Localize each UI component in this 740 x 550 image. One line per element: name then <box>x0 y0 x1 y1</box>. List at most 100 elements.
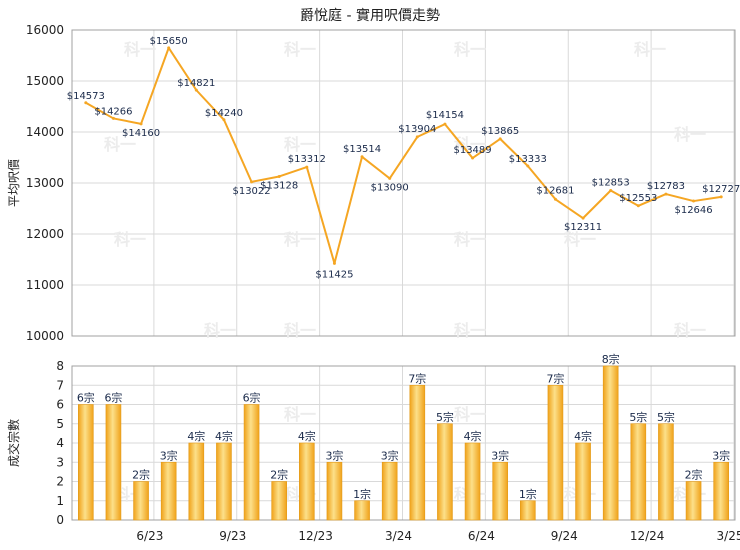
watermark: 科一 <box>284 405 316 424</box>
volume-y-tick-label: 1 <box>56 494 64 508</box>
price-y-tick-label: 10000 <box>26 329 64 343</box>
volume-data-label: 2宗 <box>132 468 150 482</box>
volume-bar <box>464 442 481 521</box>
volume-bar <box>437 423 453 521</box>
chart-title: 爵悅庭 - 實用呎價走勢 <box>300 7 440 24</box>
price-data-label: $14573 <box>67 91 105 102</box>
x-tick-label: 9/23 <box>219 529 246 543</box>
price-data-label: $12853 <box>592 177 630 188</box>
price-point <box>471 156 475 160</box>
price-data-label: $13333 <box>509 154 547 165</box>
volume-bar <box>188 442 205 521</box>
price-point <box>581 216 585 220</box>
volume-bar <box>520 500 536 521</box>
volume-data-label: 1宗 <box>519 487 537 501</box>
price-point <box>526 164 530 168</box>
price-data-label: $13312 <box>288 154 326 165</box>
volume-y-tick-label: 6 <box>56 398 64 412</box>
price-point <box>360 155 364 159</box>
volume-data-label: 4宗 <box>574 429 592 443</box>
price-point <box>636 204 640 208</box>
volume-bar <box>326 461 343 521</box>
volume-bar <box>354 500 370 521</box>
volume-bar <box>133 481 149 521</box>
price-point <box>609 188 613 192</box>
price-point <box>443 122 447 126</box>
volume-bar-panel: 012345678科一科一科一科一科一科一科一成交宗數6宗6宗2宗3宗4宗4宗6… <box>6 352 740 543</box>
volume-data-label: 2宗 <box>270 468 288 482</box>
volume-bar <box>78 404 94 521</box>
price-plot-frame <box>71 29 736 337</box>
price-data-label: $14821 <box>177 78 215 89</box>
volume-y-tick-label: 5 <box>56 417 64 431</box>
watermark: 科一 <box>114 230 146 249</box>
watermark: 科一 <box>284 230 316 249</box>
x-tick-label: 6/23 <box>136 529 163 543</box>
volume-data-label: 2宗 <box>685 468 703 482</box>
x-tick-label: 3/25 <box>717 529 740 543</box>
volume-y-tick-label: 0 <box>56 513 64 527</box>
price-data-label: $12727 <box>702 184 740 195</box>
price-y-axis-title: 平均呎價 <box>7 159 21 207</box>
price-data-label: $12783 <box>647 181 685 192</box>
watermark: 科一 <box>284 135 316 154</box>
price-data-label: $13865 <box>481 126 519 137</box>
price-point <box>222 118 226 122</box>
volume-data-label: 6宗 <box>104 391 122 405</box>
price-point <box>139 122 143 126</box>
volume-bar <box>299 442 315 521</box>
volume-bar <box>105 404 122 521</box>
volume-bar <box>575 442 591 521</box>
price-point <box>415 135 419 139</box>
volume-bar <box>409 384 426 521</box>
volume-bar <box>381 461 398 521</box>
volume-bar <box>160 461 177 521</box>
price-point <box>388 176 392 180</box>
price-point <box>194 88 198 92</box>
price-data-label: $14160 <box>122 128 160 139</box>
price-data-label: $12681 <box>536 185 574 196</box>
price-point <box>305 165 309 169</box>
price-point <box>719 195 723 199</box>
volume-data-label: 5宗 <box>657 410 675 424</box>
watermark: 科一 <box>284 321 316 340</box>
volume-data-label: 6宗 <box>243 391 261 405</box>
price-data-label: $14154 <box>426 110 464 121</box>
price-point <box>111 116 115 120</box>
price-point <box>664 192 668 196</box>
price-point <box>553 197 557 201</box>
price-data-label: $11425 <box>315 269 353 280</box>
watermark: 科一 <box>104 135 136 154</box>
volume-y-tick-label: 2 <box>56 475 64 489</box>
price-point <box>498 137 502 141</box>
watermark: 科一 <box>674 321 706 340</box>
volume-data-label: 4宗 <box>464 429 482 443</box>
watermark: 科一 <box>454 405 486 424</box>
volume-data-label: 4宗 <box>215 429 233 443</box>
volume-y-tick-label: 4 <box>56 436 64 450</box>
price-point <box>277 174 281 178</box>
volume-data-label: 4宗 <box>298 429 316 443</box>
watermark: 科一 <box>454 135 486 154</box>
watermark: 科一 <box>204 321 236 340</box>
price-point <box>692 199 696 203</box>
volume-data-label: 3宗 <box>160 448 178 462</box>
volume-y-tick-label: 7 <box>56 378 64 392</box>
price-data-label: $12646 <box>674 205 712 216</box>
price-y-tick-label: 15000 <box>26 74 64 88</box>
volume-data-label: 7宗 <box>546 371 564 385</box>
price-point <box>167 46 171 50</box>
price-y-tick-label: 14000 <box>26 125 64 139</box>
price-data-label: $14266 <box>94 106 132 117</box>
volume-bar <box>492 461 508 521</box>
volume-y-tick-label: 8 <box>56 359 64 373</box>
price-data-label: $13489 <box>453 145 491 156</box>
volume-data-label: 5宗 <box>629 410 647 424</box>
price-data-label: $13904 <box>398 124 436 135</box>
price-line-panel: 10000110001200013000140001500016000科一 科一科… <box>7 23 740 343</box>
price-y-tick-label: 11000 <box>26 278 64 292</box>
x-tick-label: 3/24 <box>385 529 412 543</box>
volume-data-label: 3宗 <box>381 448 399 462</box>
volume-bar <box>271 481 287 521</box>
